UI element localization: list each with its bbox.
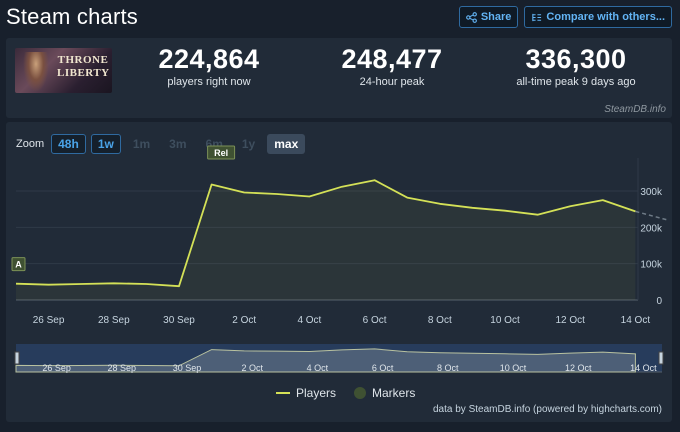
navigator-tick-label: 28 Sep [108,363,137,373]
x-tick-label: 14 Oct [621,315,651,326]
stat-current-players: 224,864 players right now [134,44,284,88]
legend-players[interactable]: Players [276,386,336,400]
compare-icon [532,13,542,21]
chart-legend: Players Markers [276,386,415,400]
zoom-max-button[interactable]: max [267,134,306,154]
navigator-tick-label: 12 Oct [565,363,592,373]
x-tick-label: 28 Sep [98,315,130,326]
players-forecast-line [635,210,669,221]
x-tick-label: 10 Oct [490,315,520,326]
legend-markers-label: Markers [372,386,416,400]
players-line [15,179,636,288]
game-logo: THRONE LIBERTY [57,54,110,79]
game-character-art [23,52,49,92]
game-header-image[interactable]: THRONE LIBERTY [15,48,112,93]
compare-button[interactable]: Compare with others... [524,6,672,28]
marker-flag [11,257,26,272]
chart-panel: Zoom 48h 1w 1m 3m 6m 1y max 0 100k 200k 300… [6,122,672,422]
navigator-tick-label: 14 Oct [630,363,657,373]
stat-label: all-time peak 9 days ago [516,76,636,88]
y-tick-label: 100k [640,260,663,271]
x-tick-label: 26 Sep [33,315,65,326]
stat-value: 224,864 [158,44,260,74]
marker-label: A [15,260,22,270]
chart-credit[interactable]: data by SteamDB.info (powered by highcha… [433,404,662,415]
legend-players-label: Players [296,386,337,400]
y-tick-label: 300k [640,187,663,198]
share-label: Share [480,11,512,23]
share-button[interactable]: Share [458,6,519,28]
x-tick-label: 30 Sep [163,315,195,326]
navigator-tick-label: 4 Oct [307,363,329,373]
page-title: Steam charts [6,4,139,29]
player-count-chart[interactable]: 0 100k 200k 300k A Rel 26 Sep 28 Sep 30 Sep 2 Oct… [6,122,672,422]
stat-label: players right now [167,76,251,88]
stat-all-time-peak: 336,300 all-time peak 9 days ago [501,44,651,88]
zoom-1y-button[interactable]: 1y [241,137,256,151]
stat-24h-peak: 248,477 24-hour peak [317,44,467,88]
navigator-handle-left [14,351,20,365]
zoom-48h-button[interactable]: 48h [51,134,86,154]
navigator-tick-label: 6 Oct [372,363,394,373]
x-tick-label: 4 Oct [297,315,321,326]
zoom-1w-button[interactable]: 1w [90,134,121,154]
navigator-tick-label: 26 Sep [42,363,71,373]
navigator-tick-label: 2 Oct [241,363,263,373]
stat-value: 336,300 [525,44,627,74]
zoom-controls: Zoom 48h 1w 1m 3m 6m 1y max [16,134,306,154]
compare-label: Compare with others... [546,11,665,23]
x-tick-label: 2 Oct [232,315,256,326]
x-tick-label: 8 Oct [428,315,452,326]
steamdb-link[interactable]: SteamDB.info [604,104,666,115]
stat-label: 24-hour peak [359,76,425,88]
navigator-tick-label: 8 Oct [437,363,459,373]
x-tick-label: 12 Oct [555,315,585,326]
share-icon [465,11,477,23]
zoom-1m-button[interactable]: 1m [132,137,151,151]
marker-label: Rel [214,148,228,158]
players-area [16,180,636,300]
y-tick-label: 200k [640,223,663,234]
x-tick-label: 6 Oct [363,315,387,326]
zoom-3m-button[interactable]: 3m [169,137,187,151]
navigator-tick-label: 30 Sep [173,363,202,373]
players-line-swatch [276,392,290,394]
marker-flag [207,145,236,160]
stats-panel: THRONE LIBERTY 224,864 players right now… [6,38,672,118]
navigator-tick-label: 10 Oct [500,363,527,373]
navigator-series [15,348,636,373]
markers-dot-swatch [354,387,367,399]
y-tick-label: 0 [656,296,662,307]
navigator-handle-right [658,351,664,365]
stat-value: 248,477 [341,44,443,74]
legend-markers[interactable]: Markers [354,386,415,400]
navigator-window [16,344,662,372]
zoom-label: Zoom [16,138,45,150]
header-actions: Share Compare with others... [458,6,672,28]
